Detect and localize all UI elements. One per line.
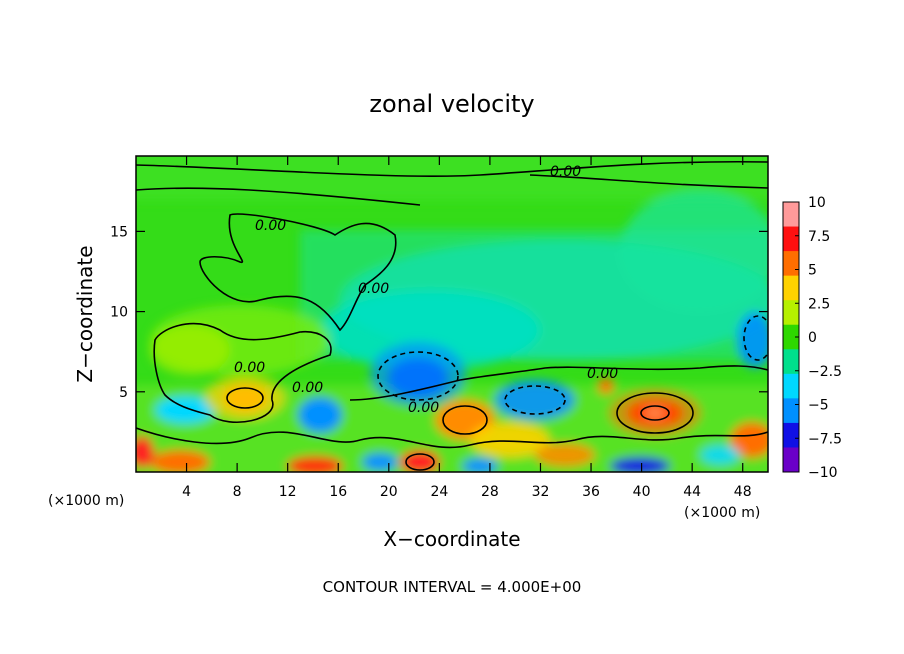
- y-tick-label: 10: [110, 305, 128, 321]
- contour-bottom-wavy: [136, 427, 768, 449]
- colorbar-segment: [783, 202, 799, 228]
- colorbar-tick-label: 0: [808, 330, 817, 346]
- contour-red-core: [640, 405, 670, 421]
- cyan-blob-bottom: [700, 445, 740, 465]
- colorbar-segment: [783, 300, 799, 326]
- contour-top: [136, 160, 768, 177]
- colorbar-segment: [783, 349, 799, 375]
- x-tick-label: 48: [734, 484, 752, 500]
- colorbar-segment: [783, 324, 799, 350]
- contour-left-lower: [153, 322, 332, 423]
- colorbar-tick-label: 5: [808, 263, 817, 279]
- colorbar-segment: [783, 422, 799, 448]
- colorbar-tick-label: 10: [808, 195, 826, 211]
- contour-mid-loop: [199, 213, 397, 332]
- cyan-center-region: [320, 290, 540, 370]
- contour-label: 0.00: [408, 400, 439, 416]
- contour-label: 0.00: [292, 380, 323, 396]
- contour-lower-band: [349, 365, 768, 401]
- plot-frame: [135, 155, 769, 473]
- plot-area: [136, 156, 768, 472]
- x-axis: 4 8 12 16 20 24 28 32 36 40 44 48: [182, 156, 752, 500]
- contour-blue-mid: [504, 385, 566, 415]
- colorbar-tick-label: 2.5: [808, 296, 830, 312]
- y-axis: 5 10 15: [110, 224, 768, 401]
- colorbar-tick-label: 7.5: [808, 229, 830, 245]
- cyan-right-region: [620, 190, 768, 310]
- x-tick-label: 44: [683, 484, 701, 500]
- contour-label-group: 0.00 0.00 0.00 0.00 0.00 0.00 0.00: [234, 164, 618, 416]
- colorbar-segment: [783, 447, 799, 473]
- x-tick-label: 40: [633, 484, 651, 500]
- blue-blob-left: [298, 397, 342, 433]
- colorbar: 10 7.5 5 2.5 0 −2.5 −5 −7.5 −10: [782, 195, 842, 481]
- x-tick-label: 4: [182, 484, 191, 500]
- x-unit-label-left: (×1000 m): [48, 493, 124, 509]
- left-yellow-green: [150, 325, 230, 375]
- contour-interval-note: CONTOUR INTERVAL = 4.000E+00: [323, 578, 582, 596]
- y-axis-title: Z−coordinate: [73, 245, 97, 382]
- contour-left-orange: [226, 387, 264, 409]
- contour-upper: [136, 174, 768, 206]
- blue-blob-bottom-2: [462, 458, 498, 472]
- contour-label: 0.00: [550, 164, 581, 180]
- colorbar-segment: [783, 373, 799, 399]
- contour-label: 0.00: [255, 218, 286, 234]
- contour-bottom-red: [405, 453, 435, 471]
- blue-blob-bottom-right: [610, 457, 670, 472]
- x-tick-label: 28: [481, 484, 499, 500]
- velocity-field: [136, 156, 768, 472]
- x-tick-label: 32: [532, 484, 550, 500]
- x-axis-title: X−coordinate: [383, 527, 520, 551]
- colorbar-segment: [783, 398, 799, 424]
- orange-blob-bottom-left: [150, 450, 210, 472]
- cyan-blob-left: [155, 396, 215, 424]
- x-tick-label: 24: [430, 484, 448, 500]
- x-tick-label: 36: [582, 484, 600, 500]
- colorbar-segment: [783, 275, 799, 301]
- blue-blob-bottom: [362, 453, 398, 471]
- x-tick-label: 16: [329, 484, 347, 500]
- colorbar-tick-label: −2.5: [808, 364, 842, 380]
- x-tick-label: 12: [279, 484, 297, 500]
- y-tick-label: 5: [119, 385, 128, 401]
- x-tick-label: 8: [233, 484, 242, 500]
- colorbar-tick-label: −10: [808, 465, 838, 481]
- colorbar-segment: [783, 251, 799, 277]
- contour-lines: [136, 160, 768, 471]
- contour-right-edge-blue: [743, 315, 768, 361]
- contour-blue-blob: [377, 351, 459, 401]
- yellow-halo-left: [205, 376, 285, 420]
- yellow-blob-mid: [470, 422, 550, 458]
- x-tick-label: 20: [380, 484, 398, 500]
- blue-blob-right-edge: [737, 312, 768, 368]
- x-unit-label-right: (×1000 m): [684, 505, 760, 521]
- contour-orange-blob: [442, 405, 488, 435]
- colorbar-segment: [783, 226, 799, 252]
- chart-title: zonal velocity: [369, 90, 534, 118]
- blue-blob-center-halo: [370, 342, 466, 406]
- y-tick-label: 15: [110, 224, 128, 240]
- red-blob-left-edge: [136, 436, 154, 468]
- contour-label: 0.00: [587, 366, 618, 382]
- contour-red-blob: [616, 392, 694, 434]
- colorbar-tick-label: −7.5: [808, 431, 842, 447]
- orange-blob-small: [598, 378, 614, 394]
- red-blob-bottom-left: [287, 456, 343, 472]
- contour-label: 0.00: [234, 360, 265, 376]
- blue-blob-mid: [495, 380, 575, 420]
- contour-label: 0.00: [358, 281, 389, 297]
- orange-blob-bottom-right: [535, 443, 595, 467]
- orange-halo-right: [609, 389, 701, 437]
- orange-blob-right-edge: [730, 422, 768, 458]
- colorbar-tick-label: −5: [808, 398, 829, 414]
